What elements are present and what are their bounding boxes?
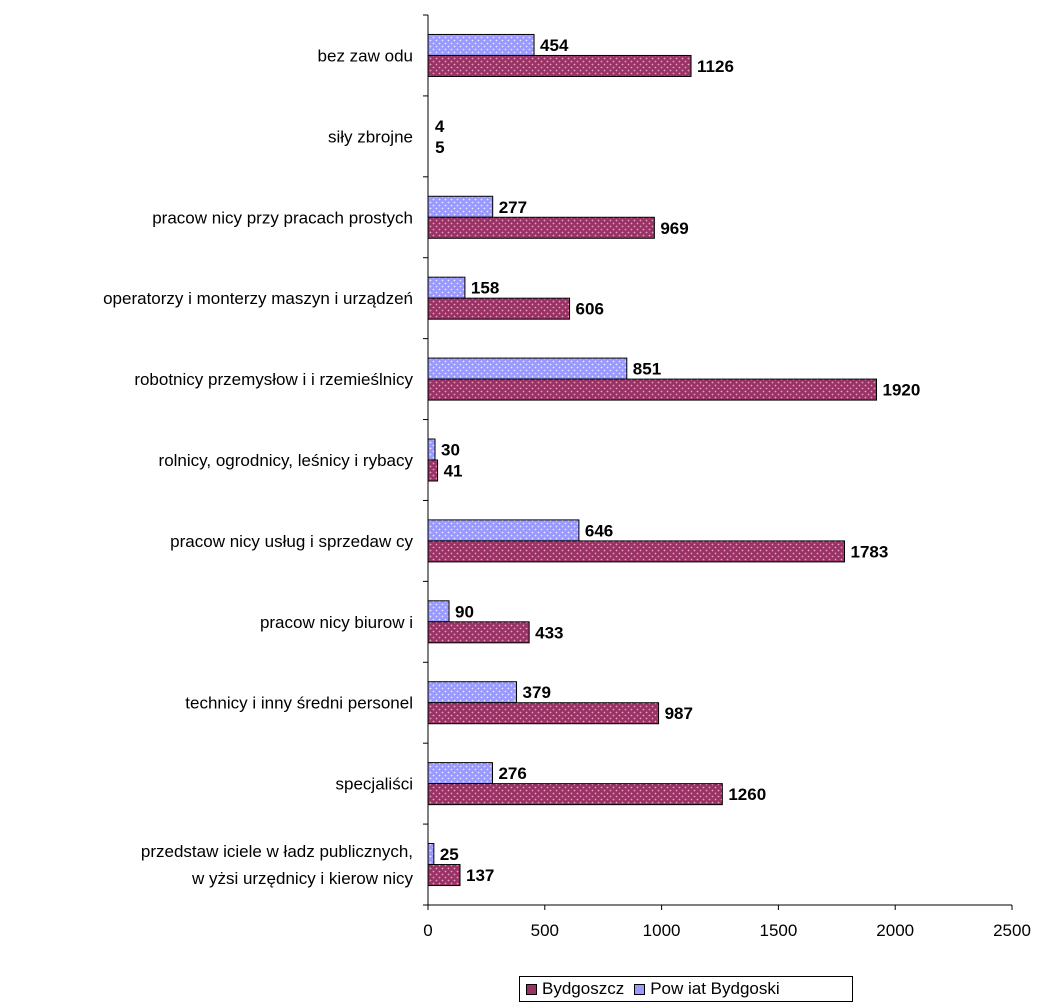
data-label: 851	[633, 360, 661, 379]
legend-label-powiat: Pow iat Bydgoski	[650, 979, 780, 998]
data-label: 987	[665, 704, 693, 723]
data-label: 969	[660, 219, 688, 238]
category-label: pracow nicy usług i sprzedaw cy	[170, 532, 413, 551]
data-label: 379	[523, 683, 551, 702]
legend-swatch-bydgoszcz	[526, 983, 537, 995]
legend-swatch-powiat	[634, 983, 646, 995]
bar	[427, 762, 493, 785]
data-label: 25	[440, 845, 459, 864]
x-tick-label: 500	[531, 921, 559, 940]
bar	[427, 276, 466, 299]
legend-item-bydgoszcz: Bydgoszcz	[526, 979, 624, 999]
legend-label-bydgoszcz: Bydgoszcz	[542, 979, 625, 998]
data-label: 1260	[728, 785, 766, 804]
data-label: 276	[498, 764, 526, 783]
category-label: bez zaw odu	[318, 46, 413, 65]
bar	[427, 54, 692, 77]
bar	[427, 864, 461, 887]
data-label: 30	[441, 441, 460, 460]
data-label: 1920	[883, 381, 921, 400]
bar	[427, 681, 518, 704]
legend-item-powiat: Pow iat Bydgoski	[634, 979, 780, 999]
data-label: 137	[466, 866, 494, 885]
bar	[427, 600, 450, 623]
data-label: 158	[471, 279, 499, 298]
bar	[427, 621, 530, 644]
category-label: technicy i inny średni personel	[185, 694, 413, 713]
bar-chart: 0 500 1000 1500 2000 2500 bez zaw odu 454 1126 si…	[103, 14, 1031, 940]
category-label: operatorzy i monterzy maszyn i urządzeń	[103, 289, 413, 308]
bar	[427, 357, 628, 380]
x-tick-label: 2500	[993, 921, 1031, 940]
bar	[427, 783, 723, 806]
data-label: 606	[576, 300, 604, 319]
x-tick-label: 0	[423, 921, 432, 940]
x-tick-label: 2000	[876, 921, 914, 940]
bar	[427, 378, 878, 401]
x-tick-label: 1500	[759, 921, 797, 940]
bars	[427, 33, 878, 887]
bar	[427, 702, 660, 725]
data-label: 277	[499, 198, 527, 217]
data-label: 454	[540, 36, 569, 55]
category-label: siły zbrojne	[328, 127, 413, 146]
data-label: 1783	[851, 542, 889, 561]
category-label: rolnicy, ogrodnicy, leśnicy i rybacy	[159, 451, 414, 470]
category-label: przedstaw iciele w ładz publicznych,	[141, 842, 413, 861]
data-label: 41	[444, 462, 463, 481]
bar	[427, 438, 436, 461]
bar	[427, 519, 580, 542]
category-label: pracow nicy biurow i	[260, 613, 413, 632]
legend: Bydgoszcz Pow iat Bydgoski	[519, 976, 853, 1002]
bar	[427, 195, 494, 218]
data-label: 90	[455, 602, 474, 621]
bar	[427, 33, 535, 56]
bar	[427, 216, 655, 239]
bar	[427, 540, 846, 563]
category-label: robotnicy przemysłow i i rzemieślnicy	[134, 370, 413, 389]
data-label: 5	[435, 138, 444, 157]
data-label: 433	[535, 623, 563, 642]
bar	[427, 297, 571, 320]
bar	[427, 843, 435, 866]
data-label: 1126	[697, 57, 734, 76]
bar	[427, 459, 439, 482]
x-tick-label: 1000	[643, 921, 681, 940]
category-label: pracow nicy przy pracach prostych	[152, 208, 413, 227]
data-label: 646	[585, 521, 613, 540]
labels: 0 500 1000 1500 2000 2500 bez zaw odu 454 1126 si…	[103, 36, 1031, 940]
category-label: specjaliści	[336, 775, 413, 794]
category-label: w yżsi urzędnicy i kierow nicy	[191, 869, 414, 888]
data-label: 4	[435, 117, 445, 136]
